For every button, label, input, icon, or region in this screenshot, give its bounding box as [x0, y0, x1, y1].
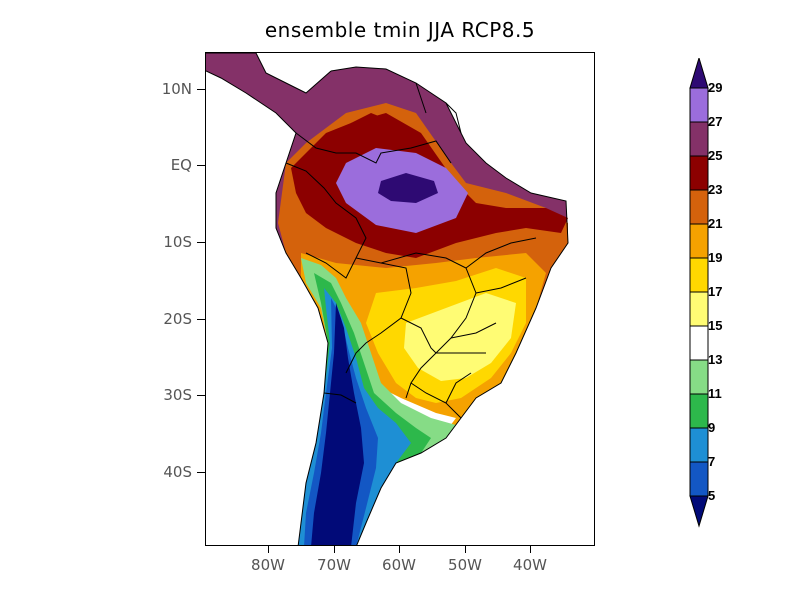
colorbar-segment — [689, 427, 709, 463]
country-borders — [206, 66, 569, 545]
lat-tick — [197, 319, 205, 320]
colorbar-label: 27 — [708, 114, 723, 129]
andes-navy — [311, 303, 364, 545]
lat-tick — [197, 165, 205, 166]
colorbar-segment — [689, 189, 709, 225]
lon-tick — [268, 546, 269, 553]
core-hot — [378, 173, 438, 203]
colorbar-label: 17 — [708, 284, 723, 299]
lon-label: 80W — [251, 556, 285, 574]
lat-tick — [197, 242, 205, 243]
colorbar-segment — [689, 461, 709, 497]
colorbar — [688, 56, 748, 544]
coast-detail — [206, 53, 332, 94]
colorbar-label: 11 — [708, 386, 722, 401]
cooler-band — [404, 293, 516, 381]
colorbar-segments — [689, 56, 709, 528]
lon-tick — [530, 546, 531, 553]
colorbar-label: 7 — [708, 454, 716, 469]
colorbar-label: 13 — [708, 352, 723, 367]
lat-label: EQ — [170, 156, 192, 174]
lat-label: 20S — [163, 310, 192, 328]
colorbar-graphic — [689, 56, 709, 528]
colorbar-label: 25 — [708, 148, 723, 163]
lat-tick — [197, 472, 205, 473]
temperature-map — [206, 53, 569, 545]
lon-tick — [334, 546, 335, 553]
colorbar-label: 19 — [708, 250, 723, 265]
lat-label: 30S — [163, 386, 192, 404]
map-title: ensemble tmin JJA RCP8.5 — [264, 18, 536, 42]
lat-tick — [197, 89, 205, 90]
lon-label: 50W — [448, 556, 482, 574]
colorbar-segment — [689, 121, 709, 157]
colorbar-label: 15 — [708, 318, 723, 333]
lat-label: 10S — [163, 233, 192, 251]
colorbar-segment — [689, 291, 709, 327]
colorbar-segment — [689, 155, 709, 191]
colorbar-segment — [689, 359, 709, 395]
colorbar-label: 29 — [708, 80, 723, 95]
colorbar-label: 5 — [708, 488, 716, 503]
lon-label: 60W — [382, 556, 416, 574]
colorbar-segment — [689, 325, 709, 361]
colorbar-segment — [689, 257, 709, 293]
lat-label: 10N — [161, 80, 192, 98]
north-hot-spot — [351, 113, 396, 141]
map-panel — [205, 52, 595, 546]
colorbar-segment — [689, 87, 709, 123]
colorbar-segment — [689, 393, 709, 429]
lon-label: 70W — [317, 556, 351, 574]
colorbar-label: 9 — [708, 420, 716, 435]
lon-tick — [399, 546, 400, 553]
colorbar-label: 23 — [708, 182, 723, 197]
lat-label: 40S — [163, 463, 192, 481]
lat-tick — [197, 395, 205, 396]
lon-tick — [465, 546, 466, 553]
colorbar-bottom-triangle — [689, 495, 709, 528]
colorbar-top-triangle — [689, 56, 709, 89]
lon-label: 40W — [513, 556, 547, 574]
colorbar-label: 21 — [708, 216, 723, 231]
colorbar-segment — [689, 223, 709, 259]
